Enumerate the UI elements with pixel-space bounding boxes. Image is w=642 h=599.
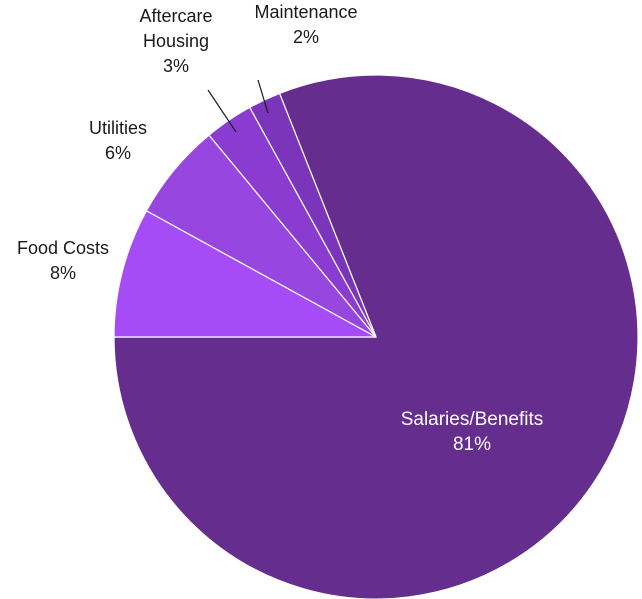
pie-slice-food-costs [113, 209, 377, 338]
slice-label-aftercare-housing: Aftercare Housing 3% [139, 6, 212, 76]
slice-percent: 81% [453, 434, 491, 455]
slice-name: Aftercare [139, 6, 212, 26]
slice-name: Salaries/Benefits [401, 409, 544, 430]
slice-name: Utilities [89, 118, 147, 138]
slice-percent: 3% [163, 56, 189, 76]
slice-percent: 6% [105, 143, 131, 163]
leader-line-aftercare-housing [207, 89, 237, 133]
slice-percent: 8% [50, 263, 76, 283]
slice-name: Maintenance [254, 2, 357, 22]
slice-label-salaries-benefits: Salaries/Benefits 81% [401, 409, 544, 455]
slice-name: Housing [143, 31, 209, 51]
slice-name: Food Costs [17, 238, 109, 258]
slice-label-maintenance: Maintenance 2% [254, 2, 357, 47]
leader-line-maintenance [257, 79, 269, 114]
slice-label-utilities: Utilities 6% [89, 118, 147, 163]
slice-percent: 2% [293, 27, 319, 47]
slice-label-food-costs: Food Costs 8% [17, 238, 109, 283]
